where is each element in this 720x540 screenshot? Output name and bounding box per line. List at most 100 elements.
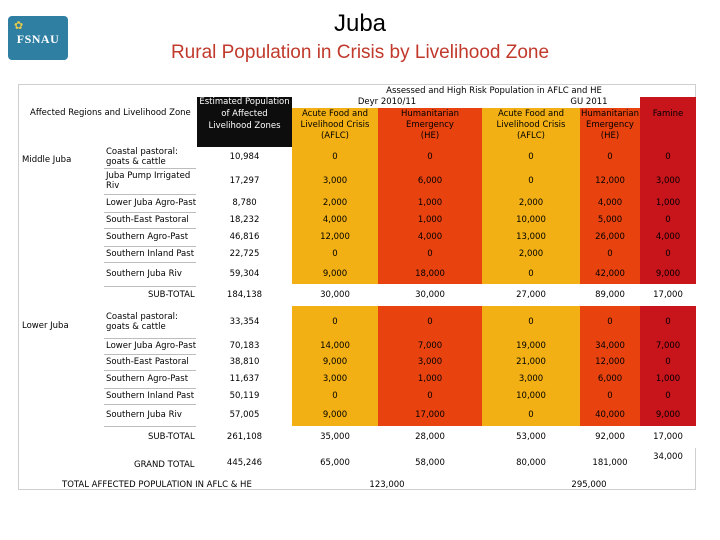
cell-d-aflc: 9,000 (292, 354, 378, 370)
cell-g-aflc: 0 (482, 306, 580, 338)
cell-population: 184,138 (226, 290, 263, 300)
he-col-header-gu-line3: (HE) (600, 131, 620, 141)
livelihood-zone-label: South-East Pastoral (106, 212, 196, 228)
livelihood-zone-label: Lower Juba Agro-Past (106, 338, 196, 354)
region-header: Affected Regions and Livelihood Zone (30, 108, 191, 118)
cell-d-he: 28,000 (378, 426, 482, 448)
grand-total-label: GRAND TOTAL (134, 460, 195, 470)
cell-d-aflc: 30,000 (292, 284, 378, 306)
livelihood-zone-line: Southern Inland Past (106, 249, 195, 259)
grand-total-fam: 34,000 (653, 452, 683, 462)
livelihood-zone-line: goats & cattle (106, 322, 166, 332)
cell-fam: 0 (640, 306, 696, 338)
cell-population: 50,119 (229, 391, 260, 401)
livelihood-zone-label: Southern Juba Riv (106, 262, 196, 286)
cell-population: 70,183 (229, 341, 260, 351)
total-affected-deyr: 123,000 (369, 480, 405, 490)
cell-d-aflc: 3,000 (292, 168, 378, 194)
cell-g-he: 12,000 (580, 354, 640, 370)
row-divider (104, 388, 196, 389)
aflc-col-header-deyr: Acute Food and Livelihood Crisis (AFLC) (292, 108, 378, 146)
cell-g-he: 4,000 (580, 194, 640, 212)
page-title: Juba (333, 10, 387, 37)
aflc-col-header-deyr-line3: (AFLC) (320, 131, 349, 141)
cell-population: 33,354 (229, 317, 260, 327)
he-col-header-gu-line2: Emergency (586, 120, 634, 130)
cell-fam: 1,000 (640, 194, 696, 212)
cell-g-he: 0 (580, 146, 640, 168)
cell-fam: 9,000 (640, 262, 696, 286)
cell-d-he: 17,000 (378, 404, 482, 426)
he-col-header-deyr: Humanitarian Emergency (HE) (378, 108, 482, 146)
aflc-col-header-gu-line1: Acute Food and (497, 109, 565, 119)
row-divider (104, 338, 196, 339)
row-divider (104, 426, 196, 427)
cell-g-aflc: 3,000 (482, 370, 580, 388)
cell-g-he: 0 (580, 388, 640, 404)
livelihood-zone-label: Lower Juba Agro-Past (106, 194, 196, 212)
cell-d-aflc: 35,000 (292, 426, 378, 448)
cell-g-aflc: 2,000 (482, 246, 580, 262)
cell-g-aflc: 27,000 (482, 284, 580, 306)
cell-g-he: 40,000 (580, 404, 640, 426)
livelihood-zone-line: Southern Juba Riv (106, 410, 182, 420)
cell-g-he: 5,000 (580, 212, 640, 228)
cell-d-aflc: 0 (292, 306, 378, 338)
cell-population: 11,637 (229, 374, 260, 384)
cell-g-he: 89,000 (580, 284, 640, 306)
cell-fam: 9,000 (640, 404, 696, 426)
row-divider (104, 286, 196, 287)
total-affected-gu: 295,000 (571, 480, 607, 490)
cell-g-aflc: 13,000 (482, 228, 580, 246)
livelihood-zone-line: South-East Pastoral (106, 215, 189, 225)
famine-header-label: Famine (652, 109, 684, 119)
cell-d-aflc: 9,000 (292, 262, 378, 286)
cell-g-aflc: 0 (482, 168, 580, 194)
cell-d-aflc: 12,000 (292, 228, 378, 246)
cell-fam: 0 (640, 146, 696, 168)
subtotal-label: SUB-TOTAL (148, 290, 195, 300)
livelihood-zone-label: South-East Pastoral (106, 354, 196, 370)
cell-d-he: 1,000 (378, 370, 482, 388)
cell-population: 8,780 (232, 198, 257, 208)
cell-d-he: 1,000 (378, 212, 482, 228)
livelihood-zone-label: Southern Inland Past (106, 246, 196, 262)
cell-g-aflc: 2,000 (482, 194, 580, 212)
livelihood-zone-label: Southern Inland Past (106, 388, 196, 404)
row-divider (104, 194, 196, 195)
region-name: Middle Juba (22, 155, 72, 165)
fsnau-logo: ✿ FSNAU (8, 16, 68, 60)
cell-population: 46,816 (229, 232, 260, 242)
cell-fam: 17,000 (640, 284, 696, 306)
row-divider (104, 404, 196, 405)
cell-d-he: 1,000 (378, 194, 482, 212)
row-divider (104, 228, 196, 229)
cell-d-aflc: 3,000 (292, 370, 378, 388)
cell-g-he: 6,000 (580, 370, 640, 388)
aflc-col-header-deyr-line2: Livelihood Crisis (300, 120, 370, 130)
cell-population: 10,984 (229, 152, 260, 162)
cell-population: 22,725 (229, 249, 260, 259)
cell-d-aflc: 0 (292, 246, 378, 262)
livelihood-zone-label: Southern Juba Riv (106, 404, 196, 426)
page-subtitle: Rural Population in Crisis by Livelihood… (170, 42, 550, 63)
grand-total-d-he: 58,000 (415, 458, 445, 468)
row-divider (104, 246, 196, 247)
cell-population: 57,005 (229, 410, 260, 420)
cell-g-aflc: 19,000 (482, 338, 580, 354)
cell-g-he: 34,000 (580, 338, 640, 354)
he-col-header-deyr-line3: (HE) (420, 131, 440, 141)
row-divider (104, 262, 196, 263)
cell-fam: 1,000 (640, 370, 696, 388)
cell-d-aflc: 4,000 (292, 212, 378, 228)
cell-fam: 0 (640, 212, 696, 228)
cell-fam: 4,000 (640, 228, 696, 246)
row-divider (104, 212, 196, 213)
livelihood-zone-line: Coastal pastoral: (106, 147, 178, 157)
pop-header-line3: Livelihood Zones (208, 121, 281, 131)
livelihood-zone-line: Lower Juba Agro-Past (106, 341, 197, 351)
he-col-header-gu: Humanitarian Emergency (HE) (580, 108, 640, 146)
cell-g-aflc: 10,000 (482, 388, 580, 404)
livelihood-zone-label: Coastal pastoral: goats & cattle (106, 146, 196, 168)
famine-col-header: Famine (640, 97, 696, 146)
